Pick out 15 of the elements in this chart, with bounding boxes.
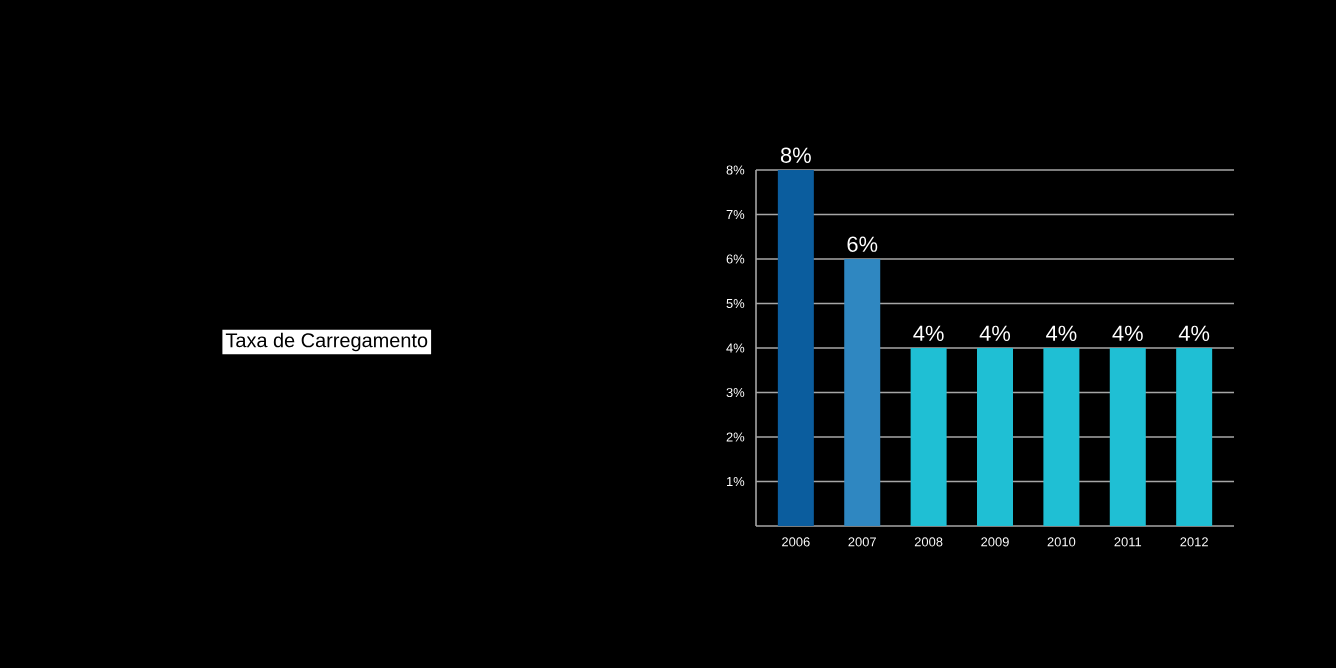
text: Taxa de Carregamento — [225, 332, 428, 352]
bar — [1109, 348, 1146, 526]
data-label: 8% — [780, 147, 811, 163]
bar — [910, 348, 947, 526]
bar — [1043, 348, 1080, 526]
data-label: 4% — [1178, 325, 1210, 341]
bar — [977, 348, 1013, 526]
bar — [777, 170, 814, 526]
data-label: 4% — [1046, 325, 1077, 341]
data-label: 4% — [913, 325, 944, 341]
data-label: 4% — [979, 325, 1011, 341]
bar — [1176, 348, 1213, 526]
data-label: 6% — [847, 236, 878, 252]
data-label: 4% — [1112, 325, 1143, 341]
bar — [844, 259, 881, 526]
